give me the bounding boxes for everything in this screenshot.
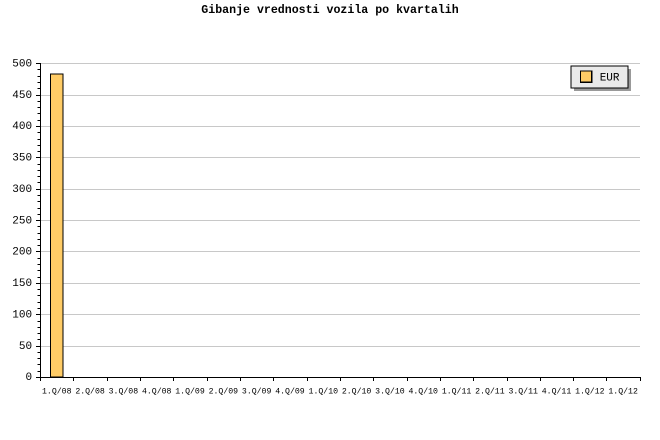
svg-text:0: 0 xyxy=(25,372,32,384)
svg-text:4.Q/08: 4.Q/08 xyxy=(142,386,172,396)
svg-text:50: 50 xyxy=(19,341,32,353)
svg-text:1.Q/09: 1.Q/09 xyxy=(175,386,205,396)
svg-text:1.Q/08: 1.Q/08 xyxy=(42,386,72,396)
svg-text:4.Q/11: 4.Q/11 xyxy=(542,386,572,396)
svg-text:1.Q/12: 1.Q/12 xyxy=(608,386,638,396)
svg-text:500: 500 xyxy=(12,58,32,70)
svg-text:4.Q/09: 4.Q/09 xyxy=(275,386,305,396)
svg-text:250: 250 xyxy=(12,215,32,227)
svg-text:3.Q/08: 3.Q/08 xyxy=(109,386,139,396)
svg-text:2.Q/10: 2.Q/10 xyxy=(342,386,372,396)
svg-text:3.Q/10: 3.Q/10 xyxy=(375,386,405,396)
svg-text:1.Q/11: 1.Q/11 xyxy=(442,386,472,396)
svg-text:3.Q/09: 3.Q/09 xyxy=(242,386,272,396)
svg-text:1.Q/10: 1.Q/10 xyxy=(309,386,339,396)
svg-text:2.Q/11: 2.Q/11 xyxy=(475,386,505,396)
svg-text:100: 100 xyxy=(12,309,32,321)
svg-text:150: 150 xyxy=(12,278,32,290)
svg-text:2.Q/09: 2.Q/09 xyxy=(209,386,239,396)
svg-text:2.Q/08: 2.Q/08 xyxy=(75,386,105,396)
svg-text:300: 300 xyxy=(12,184,32,196)
svg-text:450: 450 xyxy=(12,90,32,102)
svg-text:350: 350 xyxy=(12,153,32,165)
svg-text:200: 200 xyxy=(12,247,32,259)
svg-text:4.Q/10: 4.Q/10 xyxy=(408,386,438,396)
svg-text:400: 400 xyxy=(12,121,32,133)
svg-text:1.Q/12: 1.Q/12 xyxy=(575,386,605,396)
svg-text:EUR: EUR xyxy=(600,73,620,85)
svg-text:3.Q/11: 3.Q/11 xyxy=(508,386,538,396)
